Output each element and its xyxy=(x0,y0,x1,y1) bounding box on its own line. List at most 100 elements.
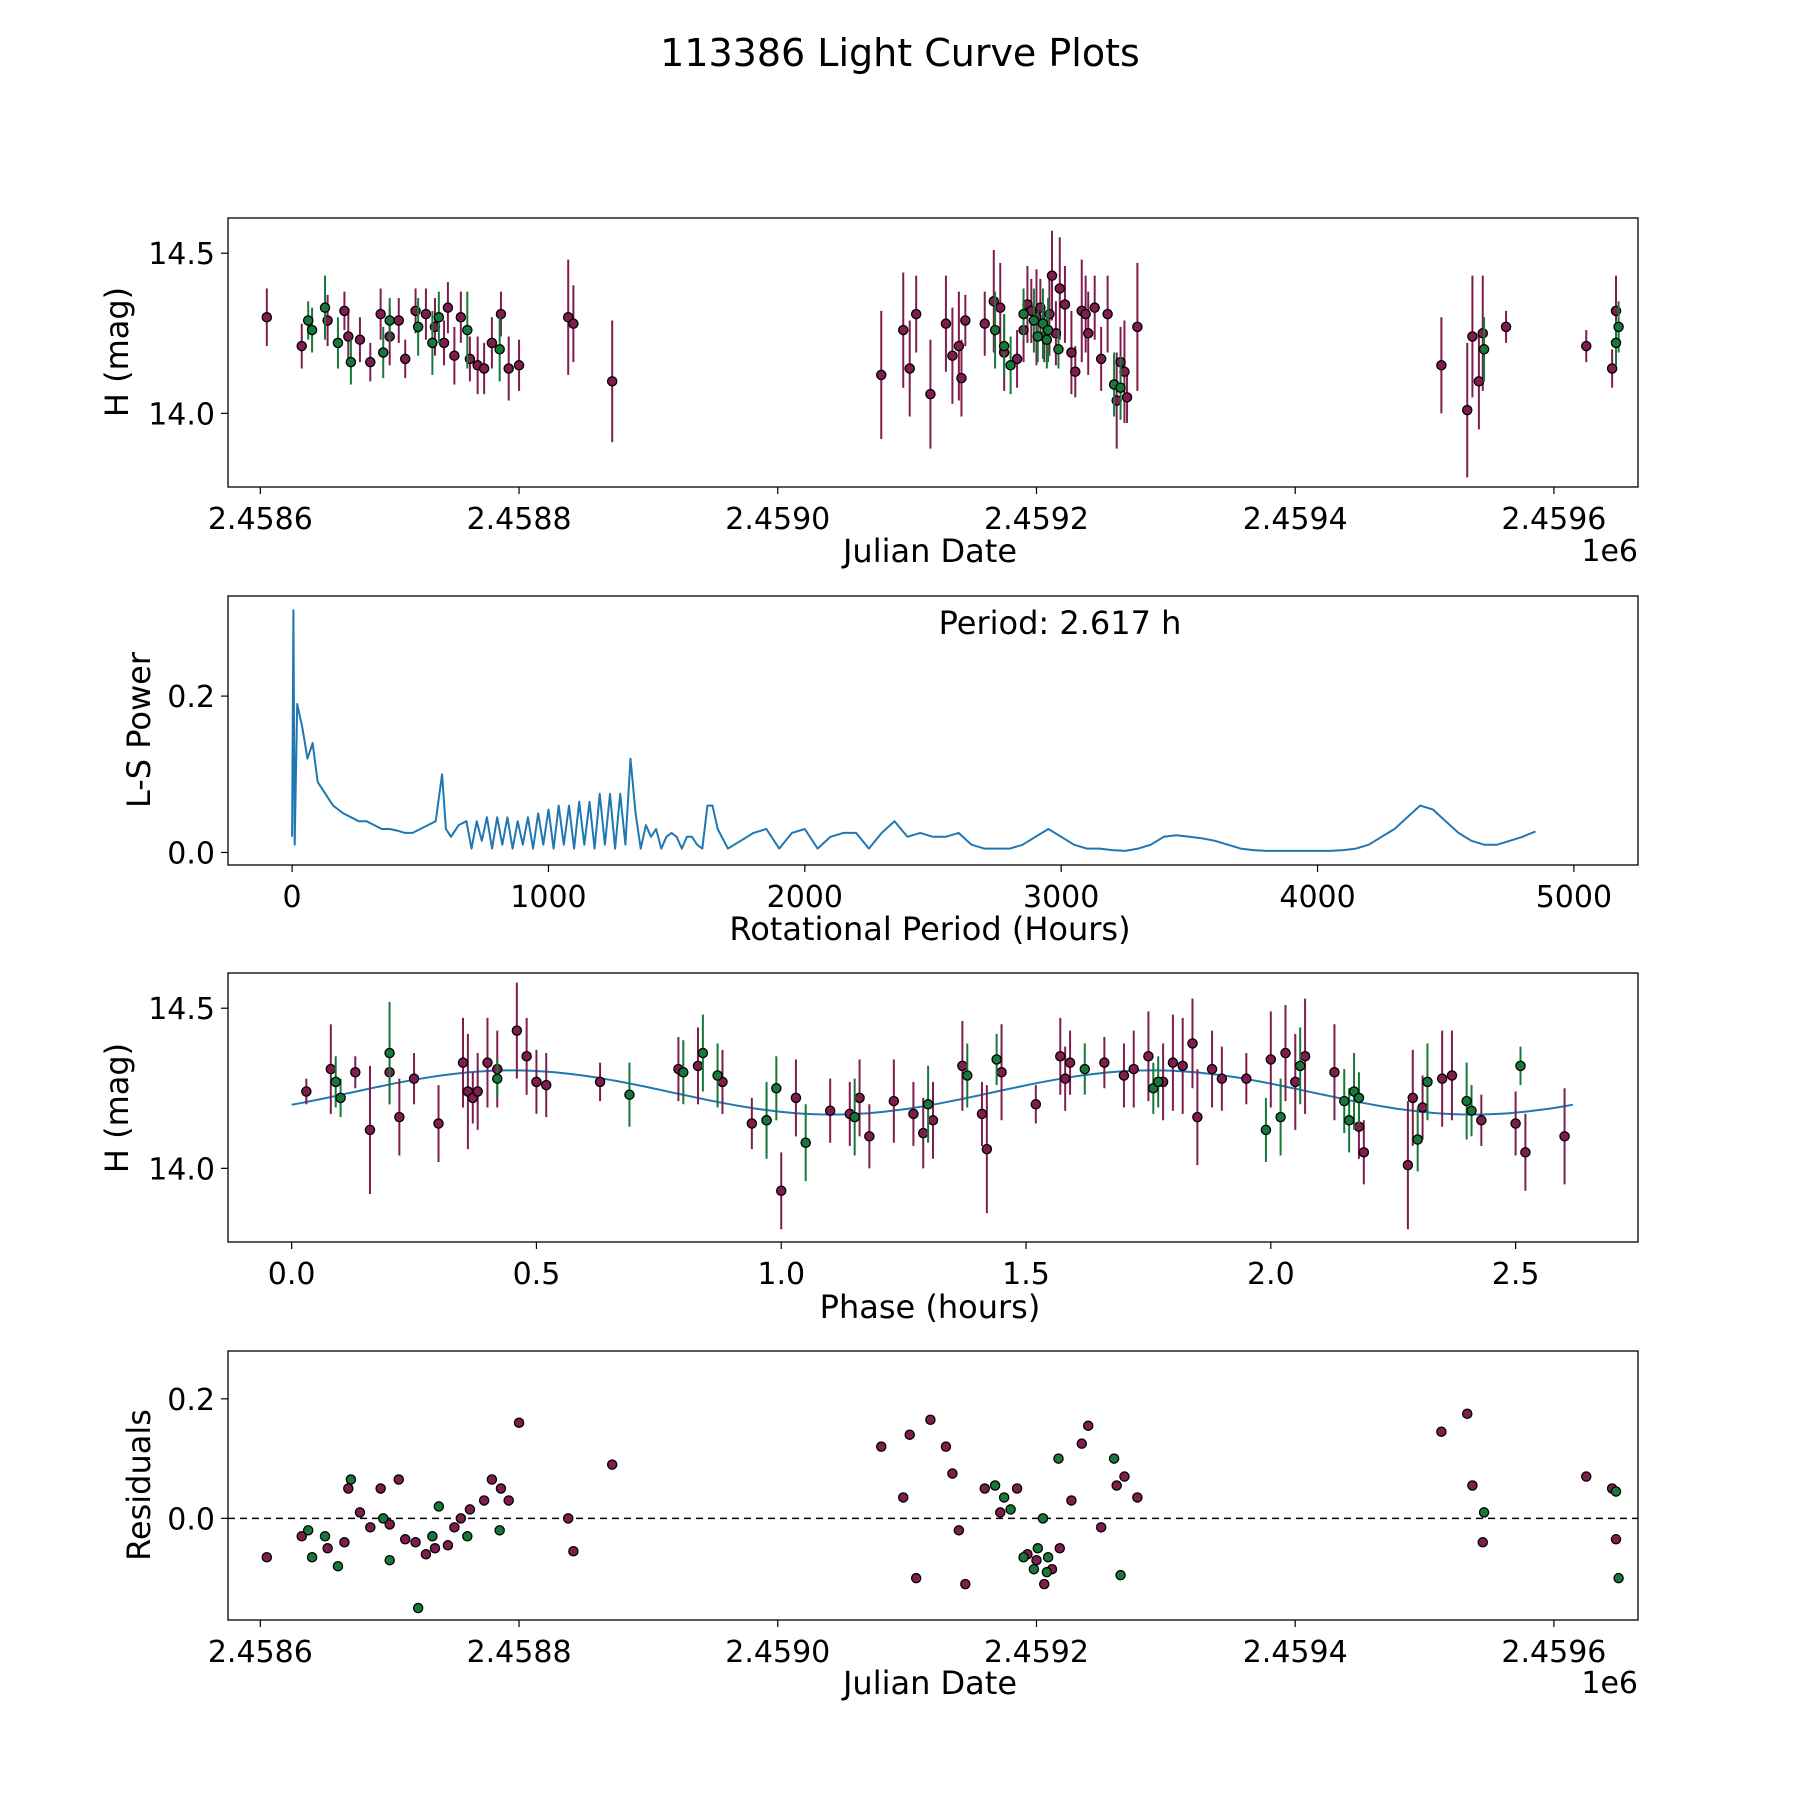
x-tick-label: 2.4596 xyxy=(1501,1635,1606,1670)
data-point xyxy=(494,1525,505,1536)
data-point xyxy=(399,353,411,365)
data-point xyxy=(394,1111,405,1123)
raw-light-curve-panel: 2.4586 2.4588 2.4590 2.4592 2.4594 2.4596 14.0… xyxy=(98,217,1639,570)
data-point xyxy=(1041,334,1053,345)
y-tick-label: 14.5 xyxy=(148,237,215,272)
data-point xyxy=(1610,1534,1622,1545)
data-point xyxy=(427,1531,438,1542)
data-point xyxy=(1054,1543,1066,1554)
data-point xyxy=(995,1507,1006,1518)
data-point xyxy=(897,324,909,336)
data-point xyxy=(981,1143,993,1155)
y-tick-label: 14.0 xyxy=(148,1152,215,1187)
data-point xyxy=(513,1417,525,1428)
data-point xyxy=(897,1492,909,1503)
x-tick-label: 1.5 xyxy=(1002,1257,1050,1292)
data-point xyxy=(864,1131,875,1142)
data-point xyxy=(624,1089,635,1100)
periodogram-y-axis-label: L-S Power xyxy=(120,651,158,808)
data-point xyxy=(606,1459,618,1470)
data-point xyxy=(1581,340,1592,352)
data-point xyxy=(1031,1554,1042,1566)
data-point xyxy=(678,1067,689,1078)
data-point xyxy=(771,1083,782,1094)
x-tick-label: 2.4588 xyxy=(467,1635,572,1670)
data-point xyxy=(1417,1102,1428,1113)
data-point xyxy=(1032,1543,1044,1554)
data-point xyxy=(989,324,1001,336)
data-point xyxy=(1055,1051,1066,1062)
data-point xyxy=(429,1543,441,1554)
data-point xyxy=(976,1108,988,1120)
data-point xyxy=(1192,1111,1203,1123)
data-point xyxy=(910,308,922,320)
data-point xyxy=(1329,1067,1340,1078)
data-point xyxy=(332,1560,344,1572)
residuals-frame xyxy=(227,1350,1639,1621)
data-point xyxy=(503,363,514,374)
data-point xyxy=(306,324,318,336)
data-point xyxy=(568,1546,579,1557)
x-tick-label: 2.4594 xyxy=(1243,502,1348,537)
data-point xyxy=(442,302,454,313)
data-point xyxy=(1082,328,1094,339)
data-point xyxy=(296,340,307,352)
phased-plot-frame xyxy=(227,972,1639,1243)
x-tick-label: 2.5 xyxy=(1492,1257,1540,1292)
data-point xyxy=(1358,1147,1370,1158)
y-tick-label: 14.0 xyxy=(148,397,215,432)
data-point xyxy=(377,347,389,358)
data-point xyxy=(1461,404,1473,416)
data-point xyxy=(940,1441,952,1452)
data-point xyxy=(979,318,990,329)
data-point xyxy=(482,1057,493,1068)
data-point xyxy=(375,1483,386,1494)
data-point xyxy=(947,1468,958,1479)
y-tick-label: 0.2 xyxy=(167,680,215,715)
data-point xyxy=(1041,1566,1053,1578)
data-point xyxy=(1053,1453,1064,1464)
data-point xyxy=(962,1070,973,1081)
residuals-marks xyxy=(228,1408,1638,1614)
data-point xyxy=(393,315,405,326)
data-point xyxy=(1260,1124,1272,1136)
data-point xyxy=(1265,1054,1277,1065)
data-point xyxy=(433,1118,444,1129)
data-point xyxy=(322,1543,333,1554)
residuals-x-offset-label: 1e6 xyxy=(1581,1666,1638,1701)
x-tick-label: 2.4586 xyxy=(208,1635,313,1670)
data-point xyxy=(472,1086,483,1097)
data-point xyxy=(1152,1076,1164,1088)
data-point xyxy=(399,1534,411,1545)
residuals-x-axis-label: Julian Date xyxy=(841,1664,1017,1702)
data-point xyxy=(1510,1118,1521,1129)
data-point xyxy=(998,1492,1010,1503)
data-point xyxy=(345,1474,357,1485)
data-point xyxy=(1436,1426,1447,1437)
data-point xyxy=(513,360,525,371)
data-point xyxy=(888,1095,900,1107)
y-tick-label: 14.5 xyxy=(148,992,215,1027)
data-point xyxy=(917,1127,929,1139)
data-point xyxy=(384,315,395,326)
data-point xyxy=(1412,1134,1423,1145)
data-point xyxy=(1108,1453,1120,1464)
data-point xyxy=(1343,1115,1355,1126)
data-point xyxy=(1028,315,1040,326)
data-point xyxy=(433,1501,445,1512)
data-point xyxy=(1038,1578,1050,1590)
periodogram-marks xyxy=(291,609,1536,852)
data-point xyxy=(427,337,438,349)
x-tick-label: 2.4590 xyxy=(725,1635,830,1670)
data-point xyxy=(746,1118,758,1129)
data-point xyxy=(1216,1073,1228,1084)
data-point xyxy=(927,1115,939,1126)
data-point xyxy=(1294,1060,1306,1072)
data-point xyxy=(1011,353,1023,365)
data-point xyxy=(478,1495,490,1506)
data-point xyxy=(1476,1115,1487,1126)
data-point xyxy=(462,1531,473,1542)
data-point xyxy=(904,1429,915,1440)
data-point xyxy=(442,1540,454,1551)
data-point xyxy=(1461,1095,1472,1107)
